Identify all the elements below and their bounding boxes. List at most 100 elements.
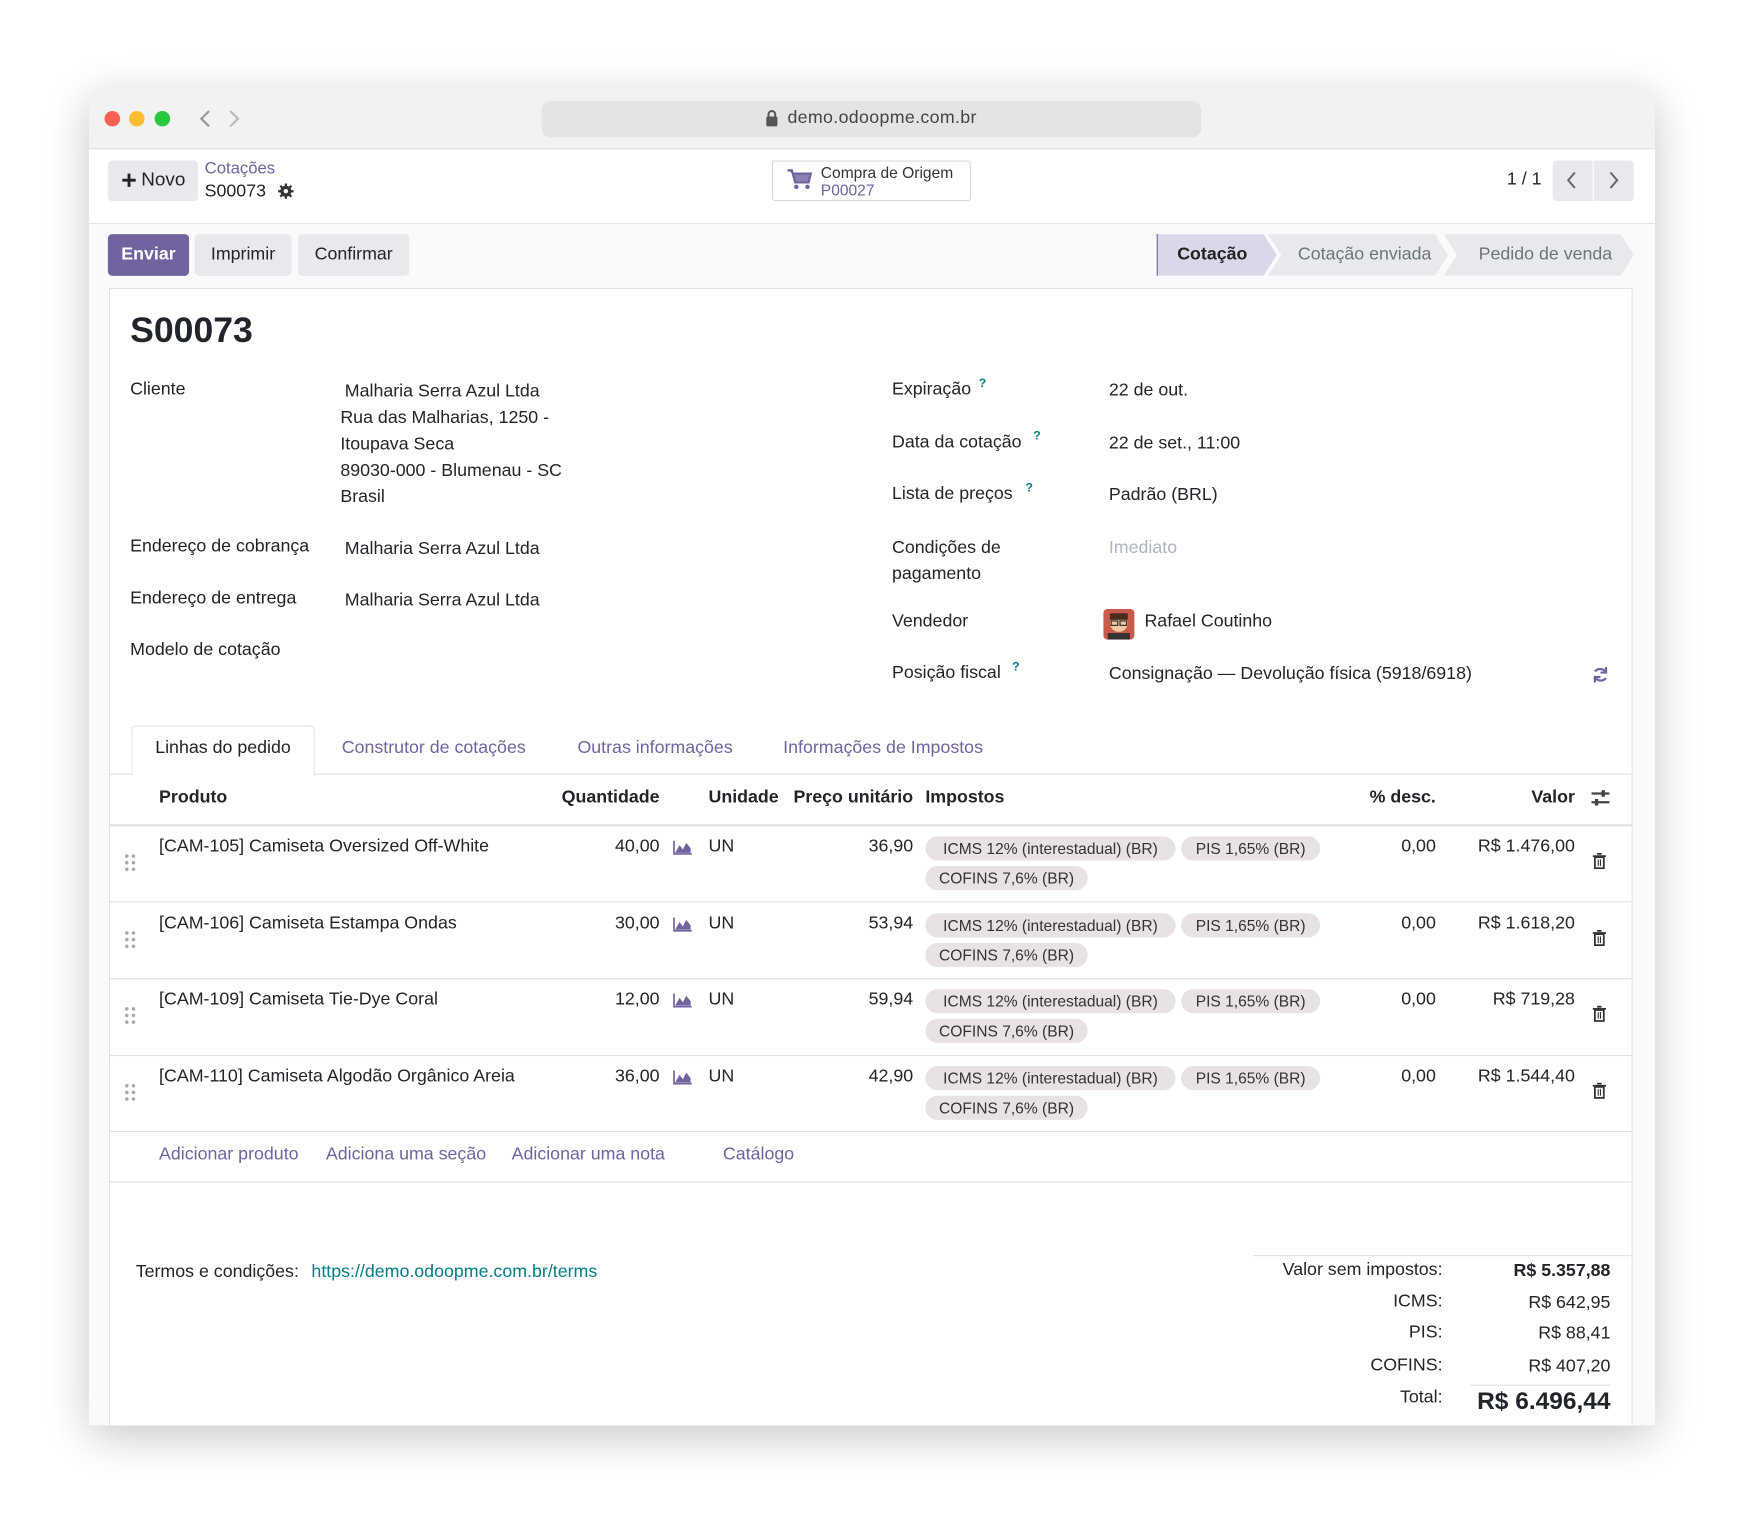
help-tooltip[interactable]: ? (1025, 481, 1033, 495)
terms-label: Termos e condições: (135, 1262, 299, 1282)
column-header: % desc. (1369, 787, 1436, 807)
status-step[interactable] (1267, 234, 1449, 276)
url-text: demo.odoopme.com.br (787, 108, 977, 128)
tax-badge-label: ICMS 12% (interestadual) (BR) (943, 1069, 1158, 1087)
status-step[interactable] (1156, 234, 1277, 276)
action-button[interactable] (298, 234, 410, 276)
add-line-link[interactable]: Adiciona uma seção (325, 1145, 487, 1164)
new-button-label[interactable]: Novo (141, 169, 186, 191)
status-active-border (1156, 234, 1158, 276)
discount: 0,00 (1401, 837, 1436, 857)
prev-arrow (1565, 170, 1578, 190)
tax-badge (925, 1095, 1088, 1120)
unit-price: 42,90 (868, 1067, 914, 1086)
add-line-link[interactable]: Adicionar uma nota (511, 1145, 665, 1164)
url-bar[interactable] (541, 101, 1202, 138)
window-button[interactable] (104, 110, 121, 127)
forecast-icon-svg (673, 993, 692, 1008)
action-button-label[interactable]: Enviar (121, 245, 176, 264)
total-label: Valor sem impostos: (1282, 1260, 1443, 1280)
unit-price: 53,94 (868, 914, 914, 934)
action-button[interactable] (107, 234, 190, 276)
field-label: Endereço de entrega (130, 589, 297, 608)
field-label: Data da cotação (891, 433, 1022, 452)
plus-icon-svg (122, 173, 136, 187)
forecast-icon (673, 1069, 693, 1085)
delete-icon (1592, 853, 1607, 870)
drag-handle-svg (125, 854, 136, 872)
back-arrow (198, 109, 214, 129)
tax-badge-label: ICMS 12% (interestadual) (BR) (943, 839, 1158, 858)
forecast-icon (673, 917, 693, 932)
product-name: [CAM-106] Camiseta Estampa Ondas (159, 914, 457, 934)
tax-badge-label: ICMS 12% (interestadual) (BR) (943, 916, 1158, 935)
forecast-icon-svg (673, 917, 692, 932)
pager-prev[interactable] (1552, 160, 1593, 202)
action-button-label[interactable]: Confirmar (314, 245, 393, 264)
table-border (108, 901, 1633, 903)
delete-icon (1592, 929, 1607, 947)
field-label: Cliente (130, 380, 186, 399)
plus-icon (121, 173, 137, 188)
totals-border (1253, 1255, 1633, 1257)
tax-badge-label: ICMS 12% (interestadual) (BR) (943, 992, 1158, 1010)
total-value: R$ 407,20 (1528, 1357, 1611, 1376)
help-tooltip[interactable]: ? (978, 376, 987, 391)
discount: 0,00 (1401, 914, 1436, 934)
tab[interactable]: Construtor de cotações (341, 738, 526, 758)
total-value: R$ 5.357,88 (1513, 1261, 1611, 1281)
tab[interactable]: Informações de Impostos (783, 738, 983, 758)
table-border (108, 824, 1633, 827)
cart-icon (786, 168, 813, 190)
avatar-svg (1103, 608, 1135, 640)
window-button[interactable] (154, 110, 171, 127)
tax-badge (925, 913, 1176, 938)
quantity: 30,00 (614, 914, 660, 934)
add-line-link[interactable]: Catálogo (722, 1145, 795, 1164)
field-value: 22 de set., 11:00 (1108, 434, 1241, 453)
tab-active[interactable] (131, 725, 315, 776)
tax-badge-label: COFINS 7,6% (BR) (939, 1099, 1075, 1117)
field-value: Padrão (BRL) (1108, 485, 1218, 505)
window-button[interactable] (129, 110, 145, 127)
terms-link[interactable]: https://demo.odoopme.com.br/terms (311, 1262, 598, 1282)
prev-arrow-svg (1566, 171, 1576, 189)
help-tooltip[interactable]: ? (1033, 429, 1041, 443)
total-label: PIS: (1408, 1323, 1443, 1342)
tab[interactable]: Outras informações (577, 738, 733, 758)
status-step[interactable] (1443, 234, 1634, 276)
action-button-label[interactable]: Imprimir (210, 245, 276, 264)
status-step-label[interactable]: Cotação enviada (1297, 245, 1432, 264)
forecast-icon (673, 992, 693, 1008)
pager: 1 / 1 (1506, 170, 1542, 190)
status-step-label[interactable]: Cotação (1177, 245, 1248, 264)
tax-badge-label: PIS 1,65% (BR) (1195, 992, 1306, 1010)
column-header: Preço unitário (793, 787, 914, 807)
cart-icon-svg (787, 169, 813, 190)
field-label: Modelo de cotação (130, 640, 281, 660)
breadcrumb-link[interactable]: Cotações (204, 159, 276, 179)
add-line-link[interactable]: Adicionar produto (159, 1145, 299, 1164)
tab[interactable]: Linhas do pedido (155, 738, 291, 758)
line-amount: R$ 1.618,20 (1477, 914, 1575, 934)
tax-badge-label: COFINS 7,6% (BR) (939, 1022, 1075, 1040)
delete-icon (1592, 1082, 1607, 1099)
drag-handle-svg (125, 931, 136, 948)
field-value: 22 de out. (1108, 381, 1189, 401)
field-placeholder: Imediato (1108, 538, 1178, 558)
column-header: Valor (1531, 787, 1575, 807)
lock-icon-svg (766, 110, 778, 127)
breadcrumb-current: S00073 (204, 182, 267, 202)
table-border (108, 978, 1633, 980)
status-step-label[interactable]: Pedido de venda (1478, 245, 1613, 264)
action-button[interactable] (194, 234, 292, 276)
pager-next[interactable] (1593, 160, 1634, 202)
gear-icon-svg (278, 183, 294, 199)
avatar (1103, 608, 1135, 640)
help-tooltip[interactable]: ? (1012, 660, 1020, 674)
tax-badge (1181, 913, 1321, 938)
total-value: R$ 88,41 (1538, 1324, 1611, 1343)
field-value: Malharia Serra Azul Ltda (344, 382, 540, 402)
tab-border (108, 773, 1633, 775)
